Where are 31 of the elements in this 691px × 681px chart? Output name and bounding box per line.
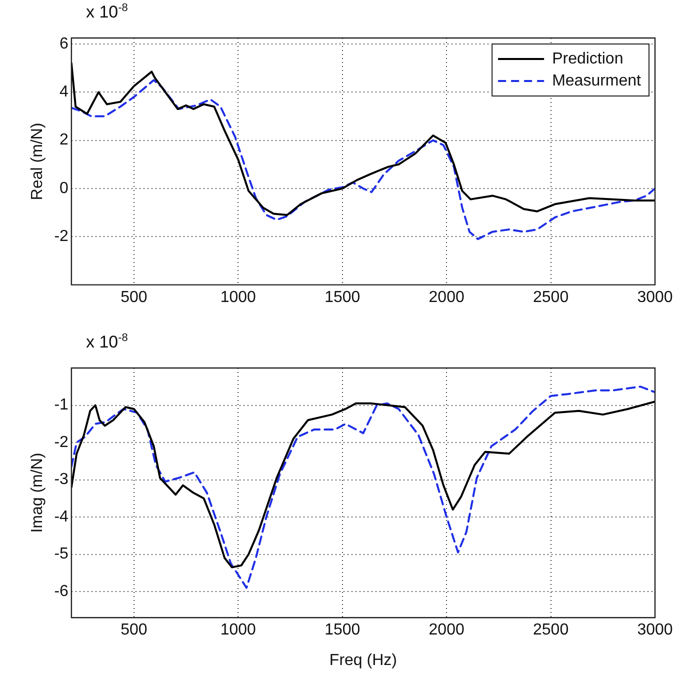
line-series bbox=[71, 386, 655, 589]
x-tick-label: 1500 bbox=[324, 622, 360, 639]
y-tick-label: 0 bbox=[60, 180, 69, 197]
y-axis-title: Imag (m/N) bbox=[29, 452, 46, 533]
y-tick-label: -1 bbox=[54, 396, 69, 414]
x-tick-label: 1000 bbox=[220, 288, 256, 306]
x-tick-label: 1500 bbox=[324, 288, 360, 306]
y-tick-label: 6 bbox=[60, 35, 69, 52]
y-tick-label: -2 bbox=[54, 434, 69, 451]
y-tick-label: 2 bbox=[60, 132, 69, 149]
x-tick-label: 500 bbox=[120, 622, 148, 639]
text: x 10$^{-8}$ bbox=[86, 2, 128, 23]
y-tick-label: -2 bbox=[54, 228, 69, 246]
x-axis-title: Freq (Hz) bbox=[329, 652, 397, 669]
y-axis-title: Real (m/N) bbox=[29, 122, 46, 200]
x-tick-label: 2000 bbox=[428, 288, 464, 306]
x-tick-label: 1000 bbox=[220, 622, 256, 639]
x-tick-label: 2500 bbox=[532, 288, 569, 306]
text: x 10$^{-8}$ bbox=[86, 332, 128, 353]
x-tick-label: 2500 bbox=[532, 622, 569, 639]
legend-label: Prediction bbox=[552, 50, 624, 68]
x-tick-label: 2000 bbox=[428, 622, 464, 639]
y-tick-label: -4 bbox=[54, 508, 69, 526]
y-tick-label: -6 bbox=[54, 582, 69, 600]
x-tick-label: 3000 bbox=[637, 288, 673, 306]
y-tick-label: -5 bbox=[54, 546, 69, 563]
x-tick-label: 500 bbox=[120, 288, 148, 306]
x-tick-label: 3000 bbox=[637, 622, 673, 639]
legend-label: Measurment bbox=[552, 72, 642, 90]
y-tick-label: -3 bbox=[54, 471, 69, 488]
y-tick-label: 4 bbox=[60, 84, 69, 101]
